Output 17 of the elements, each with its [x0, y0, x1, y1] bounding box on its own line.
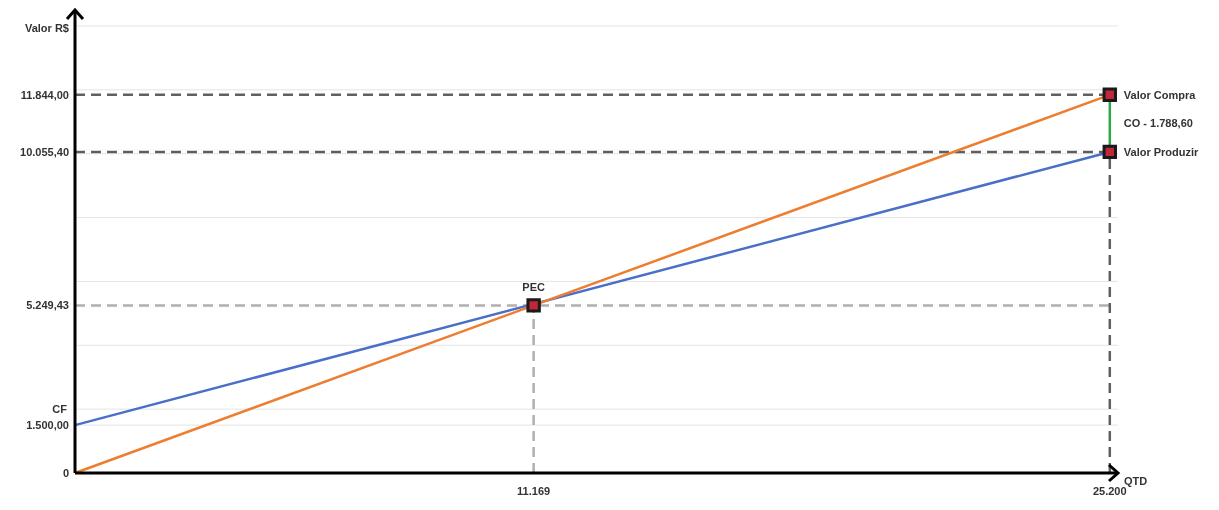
text: CO - 1.788,60: [1123, 117, 1193, 130]
annotation: Valor Compra: [1123, 88, 1197, 101]
annotation: PEC: [522, 281, 545, 294]
x-axis-title: QTD: [1124, 475, 1148, 487]
x-tick-label: 11.169: [517, 485, 551, 497]
y-axis-title: Valor R$: [24, 22, 69, 34]
x-tick-label: 25.200: [1092, 485, 1127, 497]
y-tick-label: 1.500,00: [26, 418, 69, 431]
ref-line-label: 11.844,00: [20, 88, 69, 101]
point: [526, 298, 541, 313]
ref-line-label: 5.249,43: [26, 299, 69, 312]
ref-line-label: 10.055,40: [20, 145, 69, 158]
point: [1102, 144, 1117, 160]
y-tick-label: 0: [62, 466, 69, 479]
point: [1102, 87, 1117, 103]
annotation: CF: [52, 403, 68, 416]
annotation: Valor Produzir: [1123, 145, 1200, 158]
